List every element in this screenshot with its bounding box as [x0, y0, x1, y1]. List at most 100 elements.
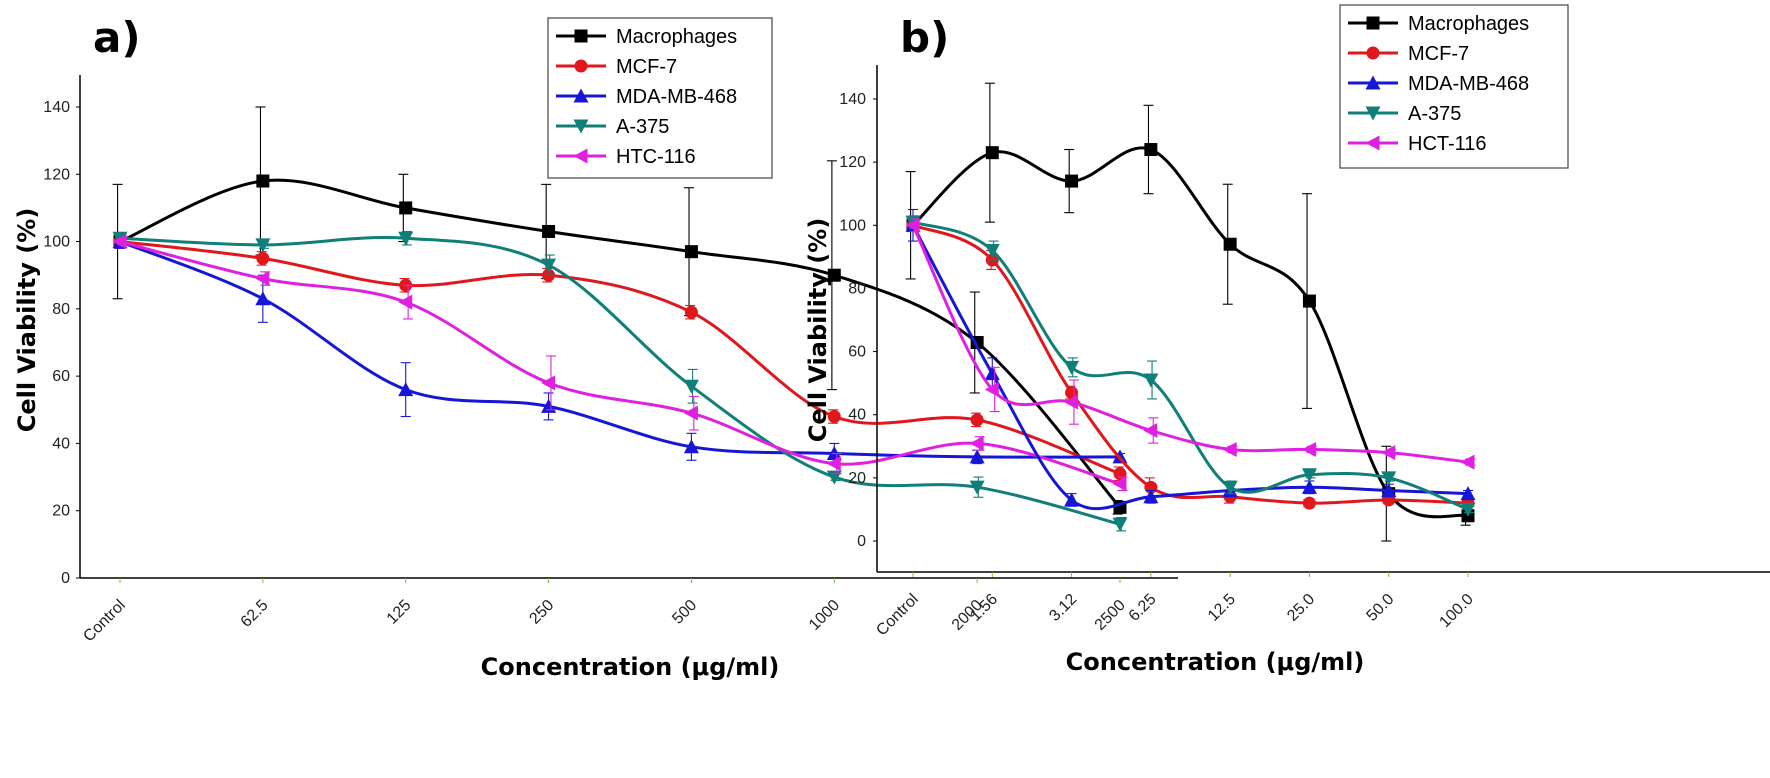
y-axis-title: Cell Viability (%)	[804, 218, 832, 443]
legend-item: MCF-7	[1348, 43, 1469, 65]
series-line	[911, 146, 1469, 519]
data-point	[1460, 486, 1476, 501]
data-point	[827, 268, 841, 282]
legend-item: MDA-MB-468	[556, 86, 737, 108]
legend-label: A-375	[616, 116, 669, 138]
legend-item: Macrophages	[1348, 13, 1529, 35]
data-point	[1064, 360, 1080, 375]
data-point	[1065, 386, 1079, 400]
data-point	[398, 294, 413, 310]
x-axis-title: Concentration (μg/ml)	[1066, 648, 1365, 676]
y-tick-label: 120	[43, 166, 70, 183]
data-point	[256, 174, 270, 188]
legend-label: MCF-7	[616, 56, 677, 78]
series-line	[119, 178, 1122, 509]
legend-marker	[1366, 46, 1380, 60]
x-tick-label: 2500	[1092, 597, 1129, 634]
data-point	[969, 435, 984, 451]
data-point	[541, 375, 556, 391]
data-point	[969, 480, 985, 495]
legend-label: MDA-MB-468	[616, 86, 737, 108]
legend-item: Macrophages	[556, 26, 737, 48]
legend-marker	[1365, 75, 1381, 90]
y-tick-label: 100	[43, 234, 70, 251]
series-line	[119, 236, 1121, 526]
legend-marker	[1365, 106, 1381, 121]
data-point	[1301, 468, 1317, 483]
data-point	[541, 258, 557, 273]
panel-label: a)	[93, 13, 141, 62]
legend-marker	[1365, 135, 1380, 151]
data-point	[984, 381, 999, 397]
series-line	[119, 240, 1121, 476]
data-point	[1302, 294, 1316, 308]
data-point	[1064, 492, 1080, 507]
legend-item: MDA-MB-468	[1348, 73, 1529, 95]
data-point	[1222, 441, 1237, 457]
panel-label: b)	[900, 13, 949, 62]
legend: Macrophages MCF-7 MDA-MB-468 A-375 HCT-116	[1339, 4, 1569, 169]
data-point	[984, 366, 1000, 381]
data-point	[1223, 237, 1237, 251]
data-point	[255, 291, 271, 306]
legend-marker	[574, 29, 588, 43]
x-tick-label: 6.25	[1126, 591, 1160, 625]
data-point	[1381, 445, 1396, 461]
x-tick-label: Control	[873, 591, 921, 639]
data-point	[683, 379, 699, 394]
data-point	[398, 231, 414, 246]
data-point	[1065, 174, 1079, 188]
legend-marker	[1366, 16, 1380, 30]
legend-marker	[573, 119, 589, 134]
y-tick-label: 20	[52, 503, 70, 520]
data-point	[1143, 423, 1158, 438]
data-point	[255, 238, 271, 253]
legend-label: A-375	[1408, 103, 1461, 125]
data-point	[1064, 394, 1079, 410]
series-line	[119, 240, 1121, 459]
data-point	[985, 146, 999, 160]
y-tick-label: 80	[52, 301, 70, 318]
legend-marker	[574, 59, 588, 73]
data-point	[1381, 482, 1397, 497]
data-point	[1302, 496, 1316, 510]
data-point	[1112, 517, 1128, 532]
x-tick-label: 500	[669, 597, 700, 628]
x-tick-label: 125	[384, 597, 415, 628]
legend-item: HTC-116	[556, 146, 696, 168]
series-line	[912, 220, 1469, 511]
data-point	[684, 305, 698, 319]
legend-label: Macrophages	[1408, 13, 1529, 35]
legend-label: MCF-7	[1408, 43, 1469, 65]
data-point	[969, 449, 985, 464]
data-point	[684, 245, 698, 259]
series-a-375	[905, 215, 1476, 517]
data-point	[1460, 502, 1476, 517]
data-point	[1460, 454, 1475, 470]
data-point	[255, 271, 270, 287]
data-point	[683, 405, 698, 421]
y-tick-label: 140	[839, 91, 866, 108]
data-point	[1381, 471, 1397, 486]
series-line	[119, 240, 1121, 486]
y-tick-label: 0	[857, 533, 866, 550]
data-point	[1144, 143, 1158, 157]
x-tick-label: 100.0	[1436, 591, 1476, 631]
y-tick-label: 80	[848, 280, 866, 297]
series-htc-116	[112, 234, 1128, 492]
y-tick-label: 100	[839, 217, 866, 234]
y-tick-label: 40	[52, 435, 70, 452]
x-tick-label: 12.5	[1205, 591, 1239, 625]
y-tick-label: 140	[43, 99, 70, 116]
data-point	[1301, 441, 1316, 457]
data-point	[826, 456, 841, 472]
y-tick-label: 0	[61, 570, 70, 587]
legend: Macrophages MCF-7 MDA-MB-468 A-375 HTC-116	[547, 17, 773, 179]
series-mcf-7	[906, 218, 1475, 510]
data-point	[683, 439, 699, 454]
data-point	[827, 410, 841, 424]
data-point	[905, 217, 920, 233]
legend-item: A-375	[556, 116, 669, 138]
